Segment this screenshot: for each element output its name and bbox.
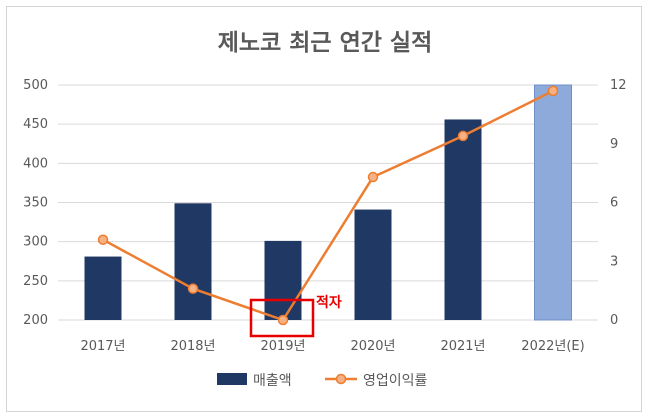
left-axis-ticks: 200 250 300 350 400 450 500 — [23, 78, 48, 328]
margin-point — [187, 283, 199, 294]
revenue-bar — [354, 209, 392, 320]
margin-point — [97, 234, 109, 245]
legend-line-label: 영업이익률 — [363, 373, 428, 389]
x-tick-label: 2022년(E) — [521, 339, 584, 354]
margin-line-path — [102, 89, 554, 322]
left-tick-label: 500 — [23, 78, 48, 93]
legend-line-marker — [335, 373, 347, 385]
legend: 매출액 영업이익률 — [217, 373, 428, 389]
revenue-bar — [444, 119, 482, 320]
right-tick-label: 0 — [610, 313, 618, 328]
left-tick-label: 200 — [23, 313, 48, 328]
x-tick-label: 2019년 — [260, 339, 305, 354]
annotation-box — [249, 298, 315, 338]
left-tick-label: 300 — [23, 235, 48, 250]
x-tick-label: 2017년 — [80, 339, 125, 354]
margin-point — [547, 85, 559, 97]
right-tick-label: 3 — [610, 254, 618, 269]
x-tick-label: 2020년 — [350, 339, 395, 354]
revenue-bars — [84, 84, 572, 321]
margin-point — [367, 171, 379, 183]
annotation-label: 적자 — [316, 294, 342, 311]
x-tick-label: 2021년 — [440, 339, 485, 354]
revenue-bar — [174, 203, 212, 320]
right-tick-label: 9 — [610, 137, 618, 152]
margin-point — [277, 314, 289, 326]
revenue-bar — [84, 256, 122, 320]
margin-point — [457, 130, 469, 142]
gridlines — [58, 84, 598, 321]
legend-bar-label: 매출액 — [253, 373, 292, 389]
revenue-bar — [534, 84, 572, 321]
x-tick-label: 2018년 — [170, 339, 215, 354]
legend-bar-swatch — [217, 373, 247, 385]
left-tick-label: 250 — [23, 274, 48, 289]
right-axis-ticks: 0 3 6 9 12 — [610, 78, 627, 328]
left-tick-label: 350 — [23, 196, 48, 211]
chart-title: 제노코 최근 연간 실적 — [218, 30, 432, 56]
annotation: 적자 — [249, 294, 342, 338]
x-axis-ticks: 2017년 2018년 2019년 2020년 2021년 2022년(E) — [80, 339, 584, 354]
right-tick-label: 6 — [610, 196, 618, 211]
margin-line — [97, 85, 559, 326]
revenue-bar — [264, 240, 302, 320]
left-tick-label: 400 — [23, 156, 48, 171]
left-tick-label: 450 — [23, 117, 48, 132]
right-tick-label: 12 — [610, 78, 627, 93]
